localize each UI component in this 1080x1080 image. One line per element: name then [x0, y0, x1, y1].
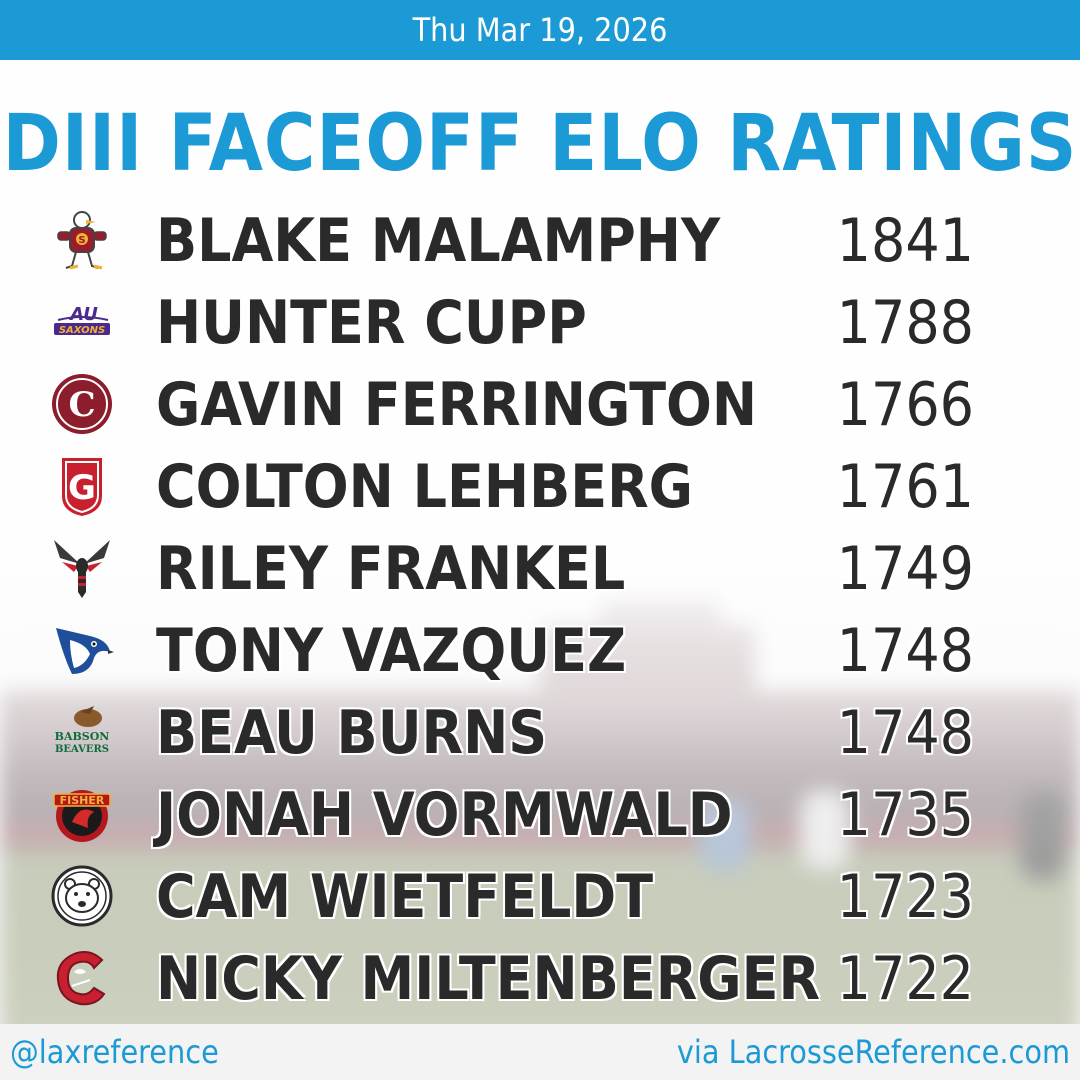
social-handle: @laxreference [10, 1033, 219, 1071]
player-rating: 1841 [836, 206, 974, 276]
svg-text:AU: AU [68, 304, 98, 325]
player-rating: 1749 [836, 534, 974, 604]
player-rating: 1722 [836, 944, 974, 1014]
player-rating: 1735 [836, 780, 974, 850]
cortland-c-icon [50, 946, 114, 1010]
babson-beavers-icon: BABSON BEAVERS [50, 700, 114, 764]
player-rating: 1748 [836, 616, 974, 686]
player-name: JONAH VORMWALD [156, 780, 733, 850]
list-item: CAM WIETFELDT 1723 [0, 856, 1080, 938]
polar-bear-icon [50, 864, 114, 928]
list-item: RILEY FRANKEL 1749 [0, 528, 1080, 610]
seagull-mascot-icon: S [50, 208, 114, 272]
svg-text:C: C [68, 385, 95, 425]
player-name: NICKY MILTENBERGER [156, 944, 821, 1014]
player-name: HUNTER CUPP [156, 288, 587, 358]
list-item: TONY VAZQUEZ 1748 [0, 610, 1080, 692]
player-name: CAM WIETFELDT [156, 862, 654, 932]
svg-text:FISHER: FISHER [60, 794, 105, 807]
player-name: TONY VAZQUEZ [156, 616, 627, 686]
date-bar: Thu Mar 19, 2026 [0, 0, 1080, 60]
g-shield-icon: G [50, 454, 114, 518]
fisher-cardinals-icon: FISHER [50, 782, 114, 846]
page-title: DIII FACEOFF ELO RATINGS [2, 99, 1078, 189]
player-rating: 1748 [836, 698, 974, 768]
svg-text:SAXONS: SAXONS [59, 325, 105, 336]
player-rating: 1788 [836, 288, 974, 358]
date-text: Thu Mar 19, 2026 [412, 11, 668, 49]
svg-text:BEAVERS: BEAVERS [55, 744, 109, 755]
list-item: BABSON BEAVERS BEAU BURNS 1748 [0, 692, 1080, 774]
player-rating: 1723 [836, 862, 974, 932]
player-rating: 1766 [836, 370, 974, 440]
player-name: BLAKE MALAMPHY [156, 206, 721, 276]
player-name: BEAU BURNS [156, 698, 548, 768]
list-item: S BLAKE MALAMPHY 1841 [0, 200, 1080, 282]
au-saxons-icon: AU SAXONS [50, 290, 114, 354]
hornet-icon [50, 536, 114, 600]
footer-bar: @laxreference via LacrosseReference.com [0, 1024, 1080, 1080]
svg-text:BABSON: BABSON [55, 730, 110, 743]
player-name: COLTON LEHBERG [156, 452, 693, 522]
list-item: AU SAXONS HUNTER CUPP 1788 [0, 282, 1080, 364]
list-item: C GAVIN FERRINGTON 1766 [0, 364, 1080, 446]
player-name: GAVIN FERRINGTON [156, 370, 758, 440]
player-name: RILEY FRANKEL [156, 534, 626, 604]
c-circle-icon: C [50, 372, 114, 436]
svg-text:G: G [68, 468, 96, 508]
source-credit: via LacrosseReference.com [676, 1033, 1070, 1071]
svg-text:S: S [78, 235, 85, 246]
list-item: NICKY MILTENBERGER 1722 [0, 938, 1080, 1020]
list-item: FISHER JONAH VORMWALD 1735 [0, 774, 1080, 856]
player-rating: 1761 [836, 452, 974, 522]
bluejay-icon [50, 618, 114, 682]
list-item: G COLTON LEHBERG 1761 [0, 446, 1080, 528]
